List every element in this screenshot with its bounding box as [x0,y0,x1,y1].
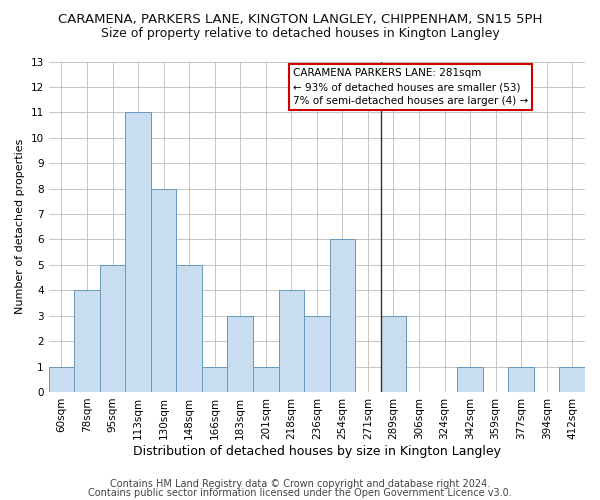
Bar [74,290,100,392]
Y-axis label: Number of detached properties: Number of detached properties [15,139,25,314]
Bar [253,366,278,392]
Bar [49,366,74,392]
Bar [125,112,151,392]
Text: Size of property relative to detached houses in Kington Langley: Size of property relative to detached ho… [101,28,499,40]
Bar [100,265,125,392]
Bar [559,366,585,392]
Text: Contains public sector information licensed under the Open Government Licence v3: Contains public sector information licen… [88,488,512,498]
Bar [457,366,483,392]
Bar [329,240,355,392]
Text: CARAMENA PARKERS LANE: 281sqm
← 93% of detached houses are smaller (53)
7% of se: CARAMENA PARKERS LANE: 281sqm ← 93% of d… [293,68,528,106]
X-axis label: Distribution of detached houses by size in Kington Langley: Distribution of detached houses by size … [133,444,501,458]
Text: CARAMENA, PARKERS LANE, KINGTON LANGLEY, CHIPPENHAM, SN15 5PH: CARAMENA, PARKERS LANE, KINGTON LANGLEY,… [58,12,542,26]
Bar [176,265,202,392]
Bar [227,316,253,392]
Bar [380,316,406,392]
Bar [304,316,329,392]
Text: Contains HM Land Registry data © Crown copyright and database right 2024.: Contains HM Land Registry data © Crown c… [110,479,490,489]
Bar [278,290,304,392]
Bar [508,366,534,392]
Bar [202,366,227,392]
Bar [151,188,176,392]
